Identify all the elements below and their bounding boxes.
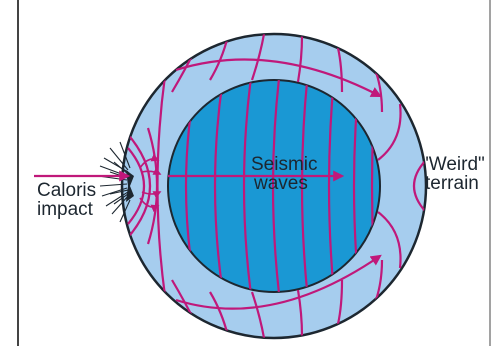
core-wavefront-6 <box>327 80 336 292</box>
terrain-label-line2: terrain <box>425 173 479 194</box>
mantle-wavefront-12 <box>250 291 266 338</box>
lower-surface-wave-arrow <box>175 254 382 310</box>
core-wavefront-3 <box>242 80 254 292</box>
impact-ring-2 <box>123 129 152 243</box>
mantle-wavefront-14 <box>336 279 344 325</box>
core-wavefront-2 <box>213 80 226 292</box>
ray-down-2 <box>141 191 162 199</box>
mantle-wavefront-7 <box>336 47 344 93</box>
mantle-wavefront-2 <box>156 75 167 297</box>
impact-label-line2: impact <box>37 199 94 220</box>
ray-up-1 <box>139 153 160 169</box>
ray-down-1 <box>139 197 160 213</box>
waves-label-line1: Seismic <box>251 154 318 175</box>
ray-up-2 <box>141 167 162 175</box>
antipode-ring <box>413 159 426 213</box>
mantle-wavefront-5 <box>250 34 266 81</box>
mantle-wavefront-13 <box>296 289 304 337</box>
mantle-wavefront-6 <box>296 35 304 83</box>
mantle-wavefront-16 <box>377 211 402 269</box>
terrain-label-line1: "Weird" <box>422 154 485 175</box>
impact-label-line1: Caloris <box>37 180 96 201</box>
core-wavefront-5 <box>300 80 310 292</box>
wave-arrows <box>34 58 382 310</box>
waves-label-line2: waves <box>253 173 308 194</box>
mantle-wavefront-15 <box>374 259 384 301</box>
mantle-wavefront-9 <box>377 103 402 161</box>
upper-surface-wave-arrow <box>175 58 382 98</box>
core-wavefront-4 <box>271 80 282 292</box>
impact-ring-1 <box>127 147 146 225</box>
